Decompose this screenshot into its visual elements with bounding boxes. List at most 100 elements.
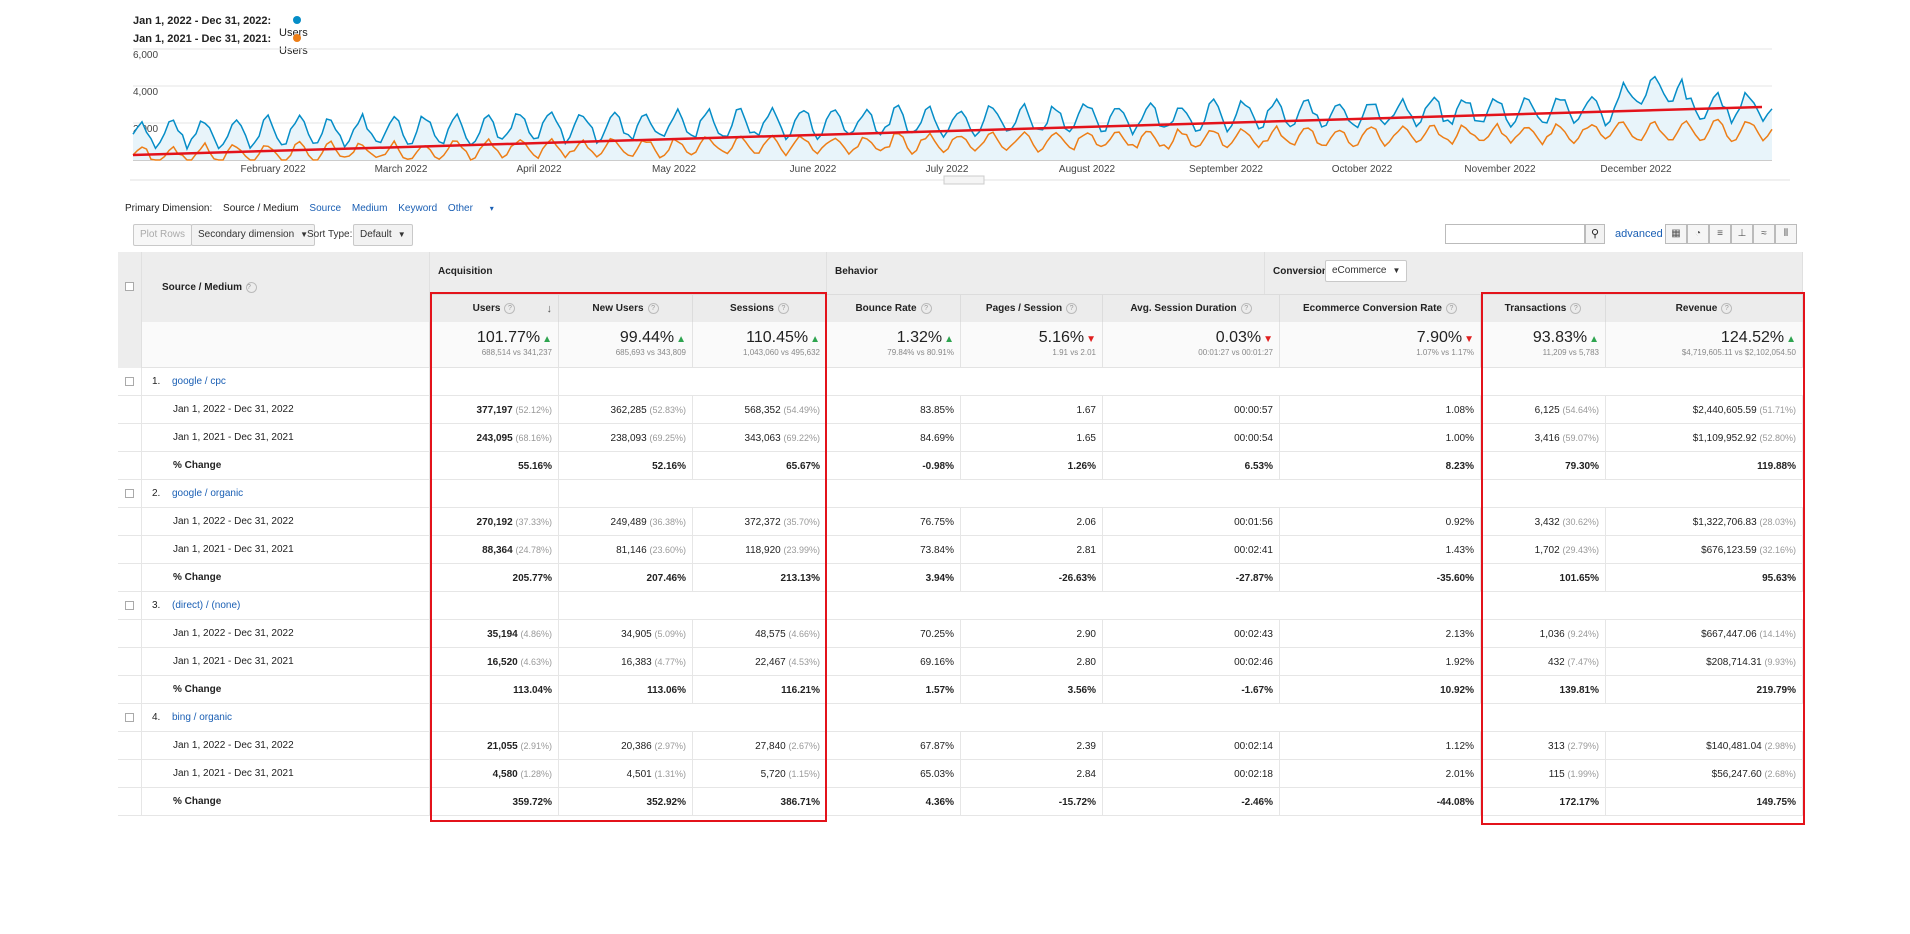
cell-new-users: 207.46%	[559, 564, 693, 592]
cell-avg-session-duration: 6.53%	[1103, 452, 1280, 480]
plot-rows-button[interactable]: Plot Rows	[133, 224, 193, 246]
cell-revenue: 219.79%	[1606, 676, 1803, 704]
cell-value: -2.46%	[1241, 797, 1273, 808]
x-tick-label: July 2022	[925, 164, 969, 175]
column-header-sessions[interactable]: Sessions?	[693, 294, 827, 322]
help-icon[interactable]: ?	[1240, 303, 1252, 314]
cell-sessions: 118,920 (23.99%)	[693, 536, 827, 564]
behavior-group-header: Behavior	[827, 252, 1265, 294]
comparison-view-icon[interactable]: ⊥	[1731, 224, 1753, 244]
cell-value: 3,416	[1534, 433, 1560, 444]
primary-dimension-keyword[interactable]: Keyword	[398, 203, 438, 214]
arrow-up-icon: ▲	[676, 334, 686, 345]
secondary-dimension-dropdown[interactable]: Secondary dimension ▼	[191, 224, 316, 246]
row-checkbox[interactable]	[125, 377, 134, 386]
empty-cell	[430, 592, 559, 620]
pivot-view-icon[interactable]: ⫴	[1775, 224, 1797, 244]
column-header-label: Pages / Session	[985, 303, 1063, 314]
source-medium-link[interactable]: bing / organic	[172, 712, 233, 723]
table-search-input[interactable]	[1445, 224, 1585, 244]
x-tick-label: November 2022	[1464, 164, 1536, 175]
cell-percent: (52.80%)	[1759, 433, 1796, 443]
row-lead-cell	[118, 760, 142, 788]
users-2022-area	[133, 76, 1772, 160]
cell-percent: (4.53%)	[788, 657, 820, 667]
source-medium-link[interactable]: google / cpc	[172, 376, 226, 387]
other-label: Other	[447, 203, 473, 214]
cell-value: 8.23%	[1445, 461, 1474, 472]
cell-value: 69.16%	[920, 657, 954, 668]
cell-percent: (54.49%)	[783, 405, 820, 415]
cell-value: $2,440,605.59	[1692, 405, 1757, 416]
help-icon[interactable]: ?	[1445, 303, 1457, 314]
cell-sessions: 22,467 (4.53%)	[693, 648, 827, 676]
empty-cell	[430, 704, 559, 732]
row-number: 4.	[152, 712, 161, 723]
column-header-avg-session-duration[interactable]: Avg. Session Duration?	[1103, 294, 1280, 322]
term-cloud-view-icon[interactable]: ≈	[1753, 224, 1775, 244]
total-change-value: 1.32%	[896, 329, 943, 346]
cell-avg-session-duration: 00:02:14	[1103, 732, 1280, 760]
primary-dimension-medium[interactable]: Medium	[351, 203, 388, 214]
column-header-transactions[interactable]: Transactions?	[1481, 294, 1606, 322]
users-2021-line	[132, 118, 1773, 161]
row-checkbox[interactable]	[125, 713, 134, 722]
cell-transactions: 6,125 (54.64%)	[1481, 396, 1606, 424]
cell-value: 67.87%	[920, 741, 954, 752]
help-icon[interactable]: ?	[777, 303, 789, 314]
cell-value: -35.60%	[1436, 573, 1474, 584]
cell-value: 79.30%	[1565, 461, 1599, 472]
cell-users: 377,197 (52.12%)	[430, 396, 559, 424]
advanced-filter-link[interactable]: advanced	[1615, 228, 1663, 240]
cell-value: 116.21%	[781, 685, 820, 696]
help-icon[interactable]: ?	[647, 303, 659, 314]
cell-value: -44.08%	[1436, 797, 1474, 808]
cell-percent: (52.12%)	[515, 405, 552, 415]
primary-dimension-current[interactable]: Source / Medium	[223, 203, 299, 214]
help-icon[interactable]: ?	[504, 303, 516, 314]
chevron-down-icon: ▼	[397, 230, 406, 239]
primary-dimension-source[interactable]: Source	[309, 203, 342, 214]
cell-percent: (1.31%)	[654, 769, 686, 779]
legend-dot-icon	[293, 34, 301, 42]
row-checkbox[interactable]	[125, 489, 134, 498]
performance-view-icon[interactable]: ≡	[1709, 224, 1731, 244]
column-header-revenue[interactable]: Revenue?	[1606, 294, 1803, 322]
total-comparison: 1.07% vs 1.17%	[1416, 348, 1474, 357]
cell-value: 00:02:41	[1234, 545, 1273, 556]
select-all-checkbox[interactable]	[125, 282, 134, 291]
help-icon[interactable]: ?	[1066, 303, 1078, 314]
conversions-type-dropdown[interactable]: eCommerce ▼	[1325, 260, 1408, 282]
column-header-pages-per-session[interactable]: Pages / Session?	[961, 294, 1103, 322]
help-icon[interactable]: ?	[920, 303, 932, 314]
column-header-users[interactable]: Users? ↓	[430, 294, 559, 322]
search-icon[interactable]: ⚲	[1585, 224, 1605, 244]
primary-dimension-other[interactable]: Other ▾	[448, 203, 502, 214]
total-revenue: 124.52% ▲ $4,719,605.11 vs $2,102,054.50	[1606, 322, 1803, 368]
help-icon[interactable]: ?	[1721, 303, 1733, 314]
cell-value: 34,905	[621, 629, 652, 640]
cell-value: 2.06	[1076, 517, 1096, 528]
column-header-bounce-rate[interactable]: Bounce Rate?	[827, 294, 961, 322]
cell-new-users: 238,093 (69.25%)	[559, 424, 693, 452]
dimension-header-label[interactable]: Source / Medium?	[162, 282, 258, 293]
column-header-new-users[interactable]: New Users?	[559, 294, 693, 322]
help-icon[interactable]: ?	[1570, 303, 1582, 314]
source-medium-link[interactable]: (direct) / (none)	[172, 600, 241, 611]
pie-view-icon[interactable]: ◔	[1687, 224, 1709, 244]
source-row: 3. (direct) / (none)	[118, 592, 1803, 620]
row-label: % Change	[142, 676, 430, 704]
cell-value: 2.80	[1076, 657, 1096, 668]
table-view-icon[interactable]: ▦	[1665, 224, 1687, 244]
source-medium-link[interactable]: google / organic	[172, 488, 244, 499]
sort-type-dropdown[interactable]: Default ▼	[353, 224, 413, 246]
row-number: 2.	[152, 488, 161, 499]
chart-resize-handle[interactable]	[943, 175, 985, 185]
row-lead-cell	[118, 536, 142, 564]
column-header-ecommerce-conversion-rate[interactable]: Ecommerce Conversion Rate?	[1280, 294, 1481, 322]
help-icon[interactable]: ?	[246, 282, 258, 293]
row-checkbox[interactable]	[125, 601, 134, 610]
users-2022-line	[132, 75, 1773, 151]
cell-transactions: 3,432 (30.62%)	[1481, 508, 1606, 536]
sort-descending-icon[interactable]: ↓	[546, 303, 553, 315]
